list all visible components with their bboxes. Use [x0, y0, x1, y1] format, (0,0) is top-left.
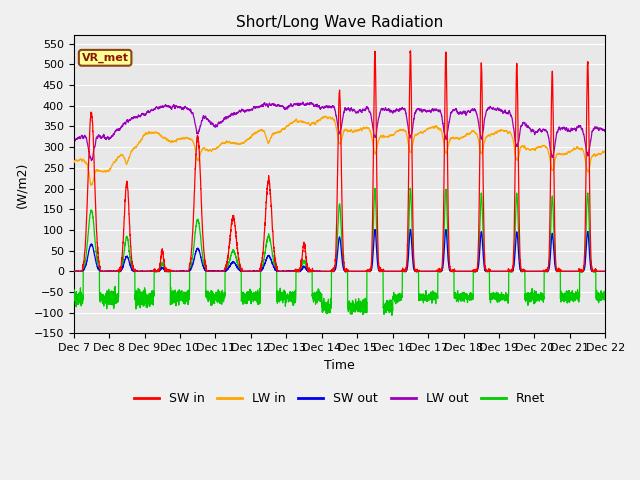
- Text: VR_met: VR_met: [82, 53, 129, 63]
- Title: Short/Long Wave Radiation: Short/Long Wave Radiation: [236, 15, 443, 30]
- Legend: SW in, LW in, SW out, LW out, Rnet: SW in, LW in, SW out, LW out, Rnet: [129, 387, 550, 410]
- Y-axis label: (W/m2): (W/m2): [15, 161, 28, 207]
- X-axis label: Time: Time: [324, 359, 355, 372]
